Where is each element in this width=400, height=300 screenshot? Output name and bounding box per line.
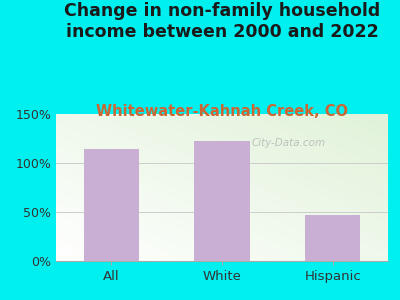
Bar bbox=[84, 149, 139, 261]
Bar bbox=[305, 215, 360, 261]
Text: City-Data.com: City-Data.com bbox=[251, 138, 326, 148]
Bar bbox=[194, 141, 250, 261]
Text: Whitewater-Kahnah Creek, CO: Whitewater-Kahnah Creek, CO bbox=[96, 103, 348, 118]
Text: Change in non-family household
income between 2000 and 2022: Change in non-family household income be… bbox=[64, 2, 380, 41]
